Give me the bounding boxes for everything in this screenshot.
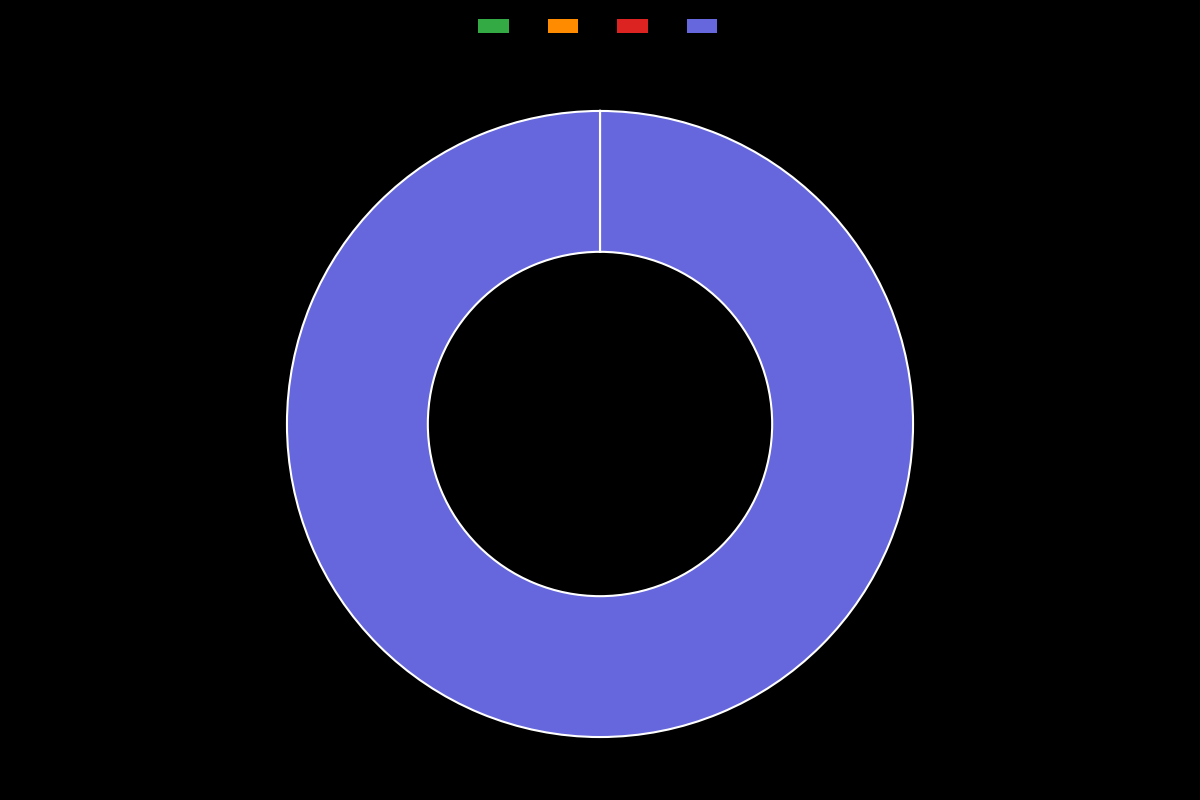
Wedge shape [287,111,913,737]
Legend: , , , : , , , [473,14,727,39]
